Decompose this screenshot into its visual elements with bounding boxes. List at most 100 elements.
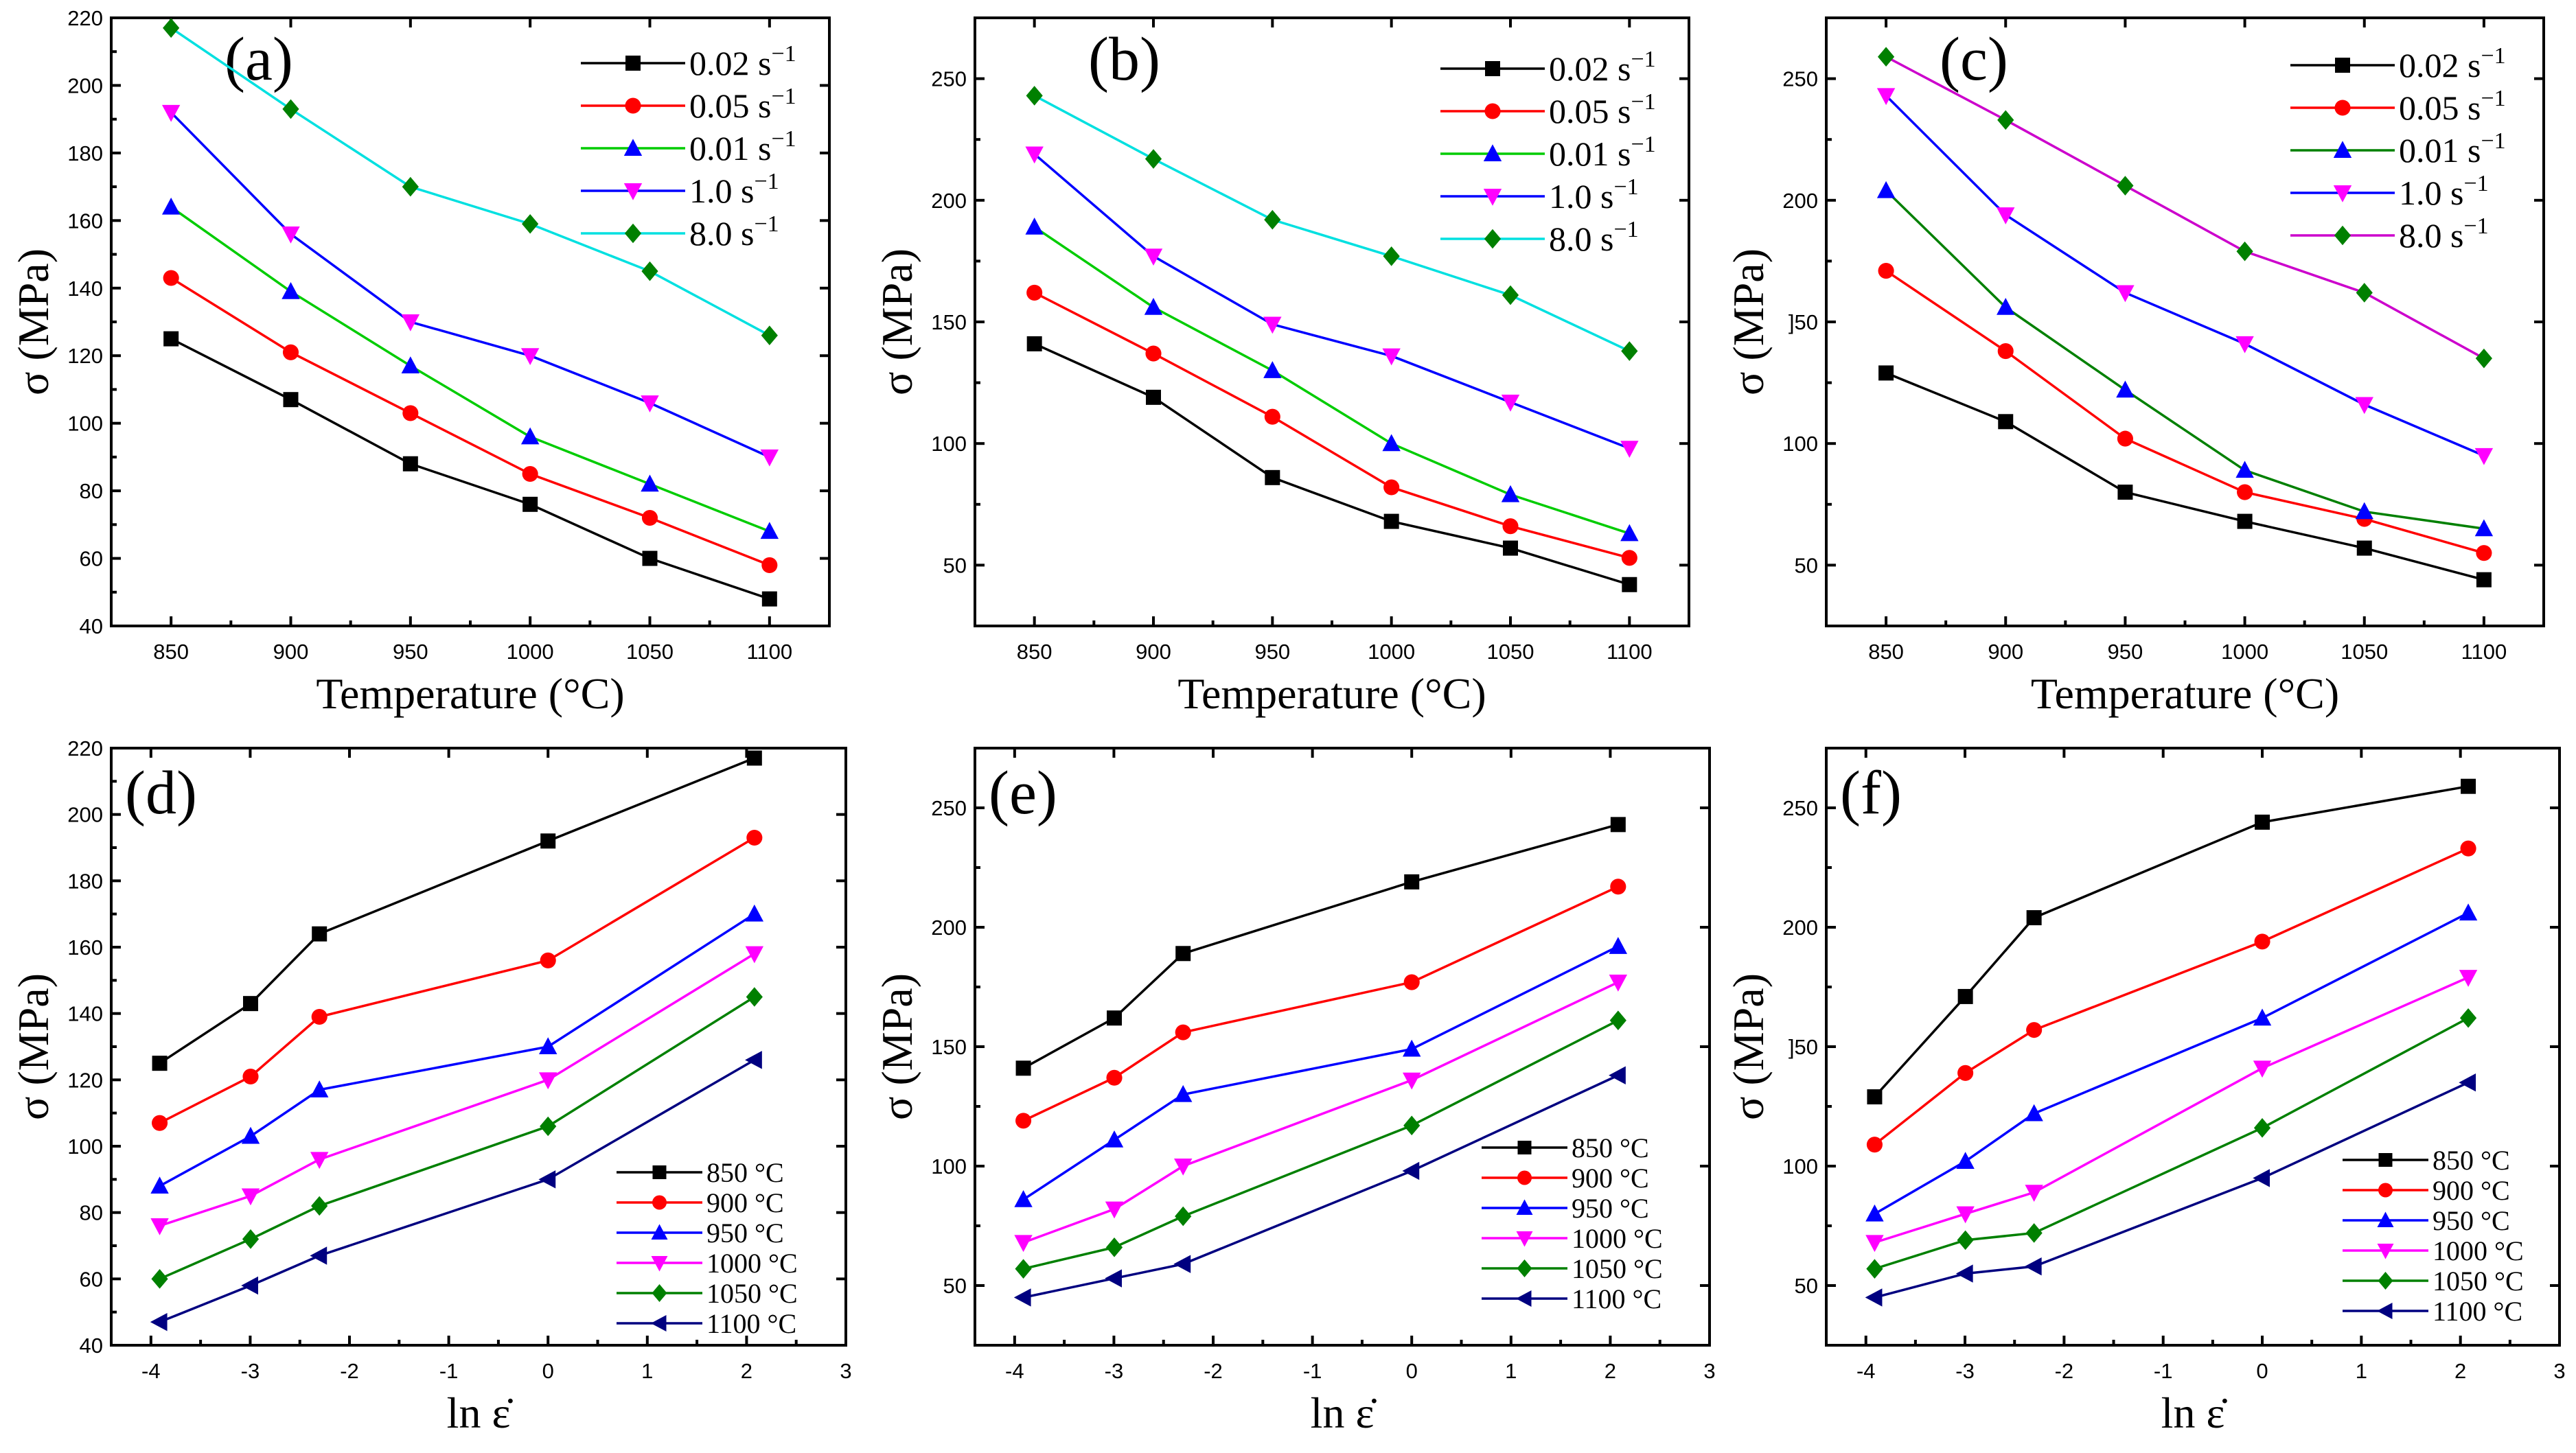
panel-label: (a) [225, 25, 293, 93]
legend-marker [1517, 1170, 1532, 1185]
data-point [163, 331, 179, 347]
data-point [760, 522, 779, 539]
y-tick-label: 100 [931, 432, 967, 456]
data-point [1609, 937, 1628, 954]
series-line [1023, 1074, 1619, 1299]
data-point [1105, 1130, 1124, 1148]
legend-label: 1100 °C [706, 1308, 796, 1339]
data-point [1876, 181, 1896, 198]
series-line [170, 206, 770, 533]
legend-label-text: 1.0 s [1549, 177, 1613, 216]
data-point [1145, 345, 1162, 362]
data-point [151, 1269, 168, 1289]
x-tick-label: 1100 [2461, 640, 2507, 664]
y-tick-label: 250 [931, 67, 967, 91]
data-point [2474, 519, 2494, 537]
data-point [2459, 970, 2478, 987]
x-axis-title: Temperature (°C) [316, 669, 624, 718]
legend-marker [2377, 1211, 2394, 1227]
y-tick-label: 180 [67, 869, 103, 893]
data-point [520, 348, 540, 365]
legend-label-text: 8.0 s [689, 214, 754, 253]
data-point [2235, 461, 2254, 478]
data-point [1957, 1230, 1974, 1251]
series-line [1022, 885, 1619, 1122]
data-point [761, 557, 778, 573]
legend-marker [651, 1256, 668, 1272]
legend-label: 1000 °C [1572, 1223, 1663, 1254]
data-point [1015, 1060, 1031, 1076]
legend-label-text: 8.0 s [2399, 216, 2463, 255]
legend-marker [2378, 1272, 2393, 1290]
x-tick-label: 1000 [507, 640, 554, 664]
series-line [159, 913, 755, 1187]
data-point [310, 1152, 329, 1170]
data-point [1383, 246, 1400, 266]
y-tick-label: 140 [67, 1002, 103, 1026]
y-tick-label: 60 [80, 547, 103, 571]
y-tick-label: 60 [80, 1267, 103, 1291]
data-point [1026, 86, 1043, 106]
data-point [1013, 1288, 1031, 1307]
y-axis-title: σ (MPa) [9, 248, 58, 395]
x-tick-label: -4 [141, 1359, 161, 1383]
data-point [1264, 408, 1280, 425]
data-point [2117, 176, 2134, 196]
legend-label-superscript: −1 [2463, 171, 2488, 196]
legend-label-text: 0.01 s [1549, 135, 1631, 173]
x-tick-label: 2 [2454, 1359, 2466, 1383]
data-point [1383, 513, 1399, 529]
data-point [1106, 1069, 1123, 1086]
data-point [281, 226, 300, 244]
data-point [746, 987, 763, 1007]
data-point [312, 926, 327, 942]
legend-label-text: 0.01 s [689, 129, 771, 167]
legend-label-text: 900 °C [1572, 1163, 1649, 1194]
series-line [1033, 153, 1630, 450]
x-axis-title: ln ε̇ [2161, 1388, 2228, 1437]
x-tick-label: -1 [2154, 1359, 2173, 1383]
data-point [1014, 1235, 1033, 1253]
data-point [641, 261, 658, 281]
y-tick-label: 40 [80, 614, 103, 638]
legend-label: 0.01 s−1 [2399, 128, 2506, 170]
data-point [2117, 430, 2133, 447]
data-point [1015, 1259, 1032, 1279]
legend-marker [2378, 1183, 2393, 1198]
data-point [1105, 1269, 1123, 1288]
data-point [522, 496, 538, 512]
y-tick-label: 80 [80, 1201, 103, 1225]
x-tick-label: -2 [340, 1359, 359, 1383]
data-point [1105, 1201, 1124, 1219]
y-axis-title: σ (MPa) [1724, 973, 1773, 1120]
x-tick-label: 900 [1136, 640, 1171, 664]
data-point [2235, 336, 2254, 353]
series-line [1885, 56, 2485, 360]
data-point [641, 509, 658, 526]
data-point [2116, 380, 2135, 398]
legend-label-text: 1.0 s [689, 172, 754, 210]
data-point [2253, 1169, 2270, 1187]
data-point [402, 176, 419, 197]
legend-label-text: 850 °C [1572, 1132, 1649, 1163]
data-point [2461, 778, 2476, 794]
data-point [1105, 1237, 1123, 1257]
legend-label: 0.05 s−1 [2399, 86, 2506, 127]
legend-marker [652, 1284, 667, 1302]
x-tick-label: 1 [2356, 1359, 2367, 1383]
series-line [1885, 371, 2485, 581]
legend-marker [2377, 1303, 2393, 1319]
data-point [161, 104, 181, 122]
legend-label-text: 1100 °C [1572, 1283, 1661, 1314]
series-line [1033, 94, 1631, 353]
legend-label-superscript: −1 [754, 211, 779, 237]
data-point [1174, 1084, 1193, 1102]
y-tick-label: 200 [1782, 189, 1818, 213]
legend-label-superscript: −1 [1613, 217, 1638, 242]
data-point [746, 750, 762, 766]
legend-label-superscript: −1 [771, 126, 796, 152]
x-tick-label: 0 [1406, 1359, 1418, 1383]
legend-label-text: 1.0 s [2399, 174, 2463, 212]
data-point [401, 356, 420, 373]
